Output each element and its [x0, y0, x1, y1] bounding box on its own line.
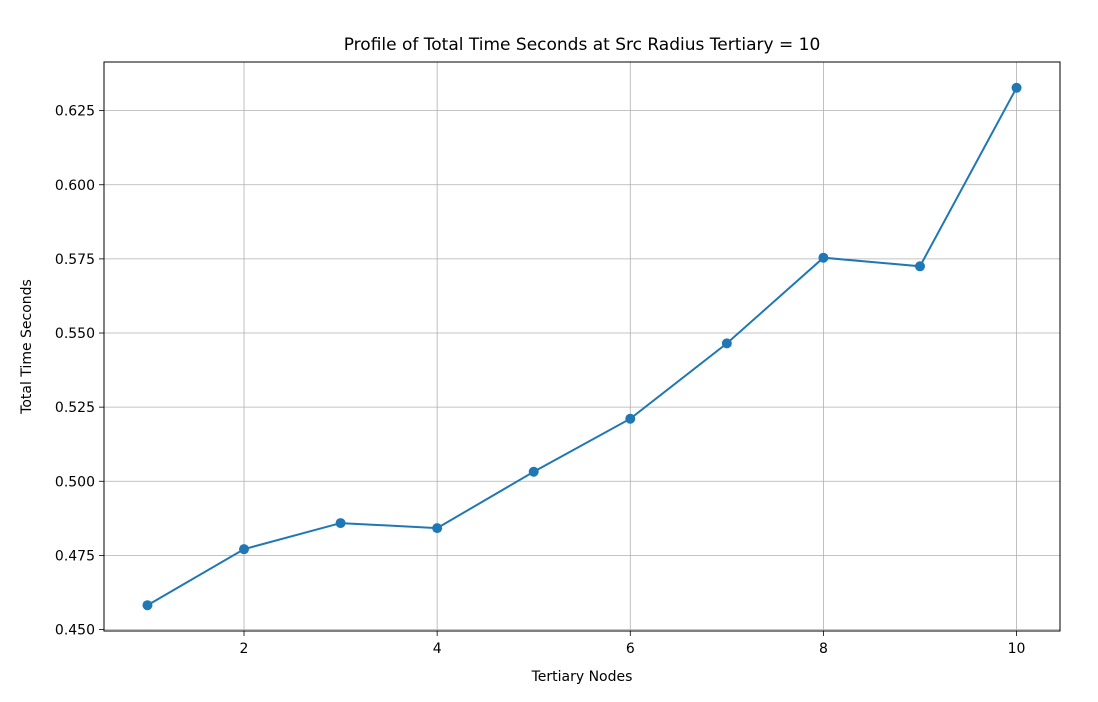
x-tick-label: 4 — [433, 641, 442, 657]
y-tick-label: 0.600 — [55, 178, 95, 194]
data-point — [528, 466, 539, 477]
y-tick-label: 0.550 — [55, 326, 95, 342]
x-axis-label: Tertiary Nodes — [531, 669, 633, 685]
x-tick-label: 8 — [819, 641, 828, 657]
plot-area-frame — [103, 61, 1061, 632]
x-tick-label: 10 — [1008, 641, 1026, 657]
data-point — [335, 518, 346, 529]
x-tick-label: 6 — [626, 641, 635, 657]
x-tick-label: 2 — [240, 641, 249, 657]
data-point — [432, 523, 443, 534]
data-point — [142, 600, 153, 611]
y-tick-label: 0.625 — [55, 104, 95, 120]
data-point — [914, 261, 925, 272]
y-tick-label: 0.500 — [55, 474, 95, 490]
axis-ticks: 2 4 6 8 10 0.450 0.475 0.500 0.525 0.550 0.575 0.60… — [55, 104, 1026, 657]
data-point — [239, 544, 250, 555]
chart-title: Profile of Total Time Seconds at Src Rad… — [344, 35, 821, 55]
series-line — [146, 87, 1018, 607]
y-tick-label: 0.575 — [55, 252, 95, 268]
y-tick-label: 0.450 — [55, 623, 95, 639]
data-point — [721, 338, 732, 349]
series-line-group — [142, 82, 1022, 611]
y-tick-label: 0.525 — [55, 400, 95, 416]
data-point — [818, 252, 829, 263]
grid-lines — [104, 62, 1060, 631]
data-point — [625, 413, 636, 424]
y-tick-label: 0.475 — [55, 548, 95, 564]
data-point — [1011, 82, 1022, 93]
y-axis-label: Total Time Seconds — [19, 279, 35, 415]
